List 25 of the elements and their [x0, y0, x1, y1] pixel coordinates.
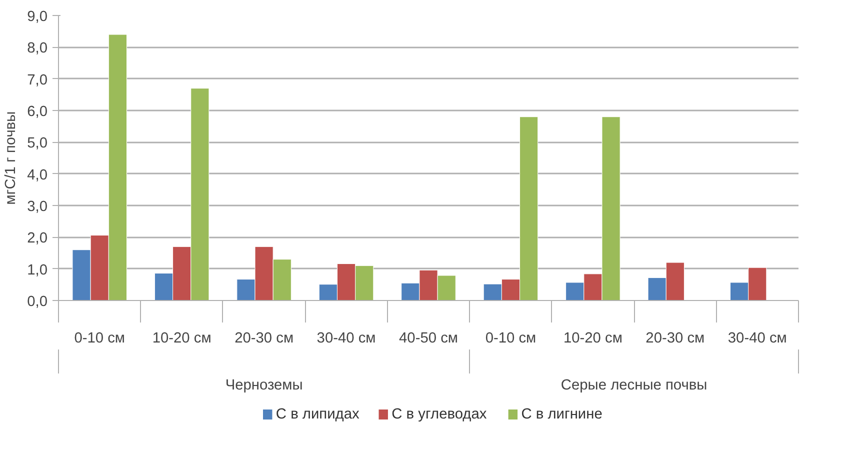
x-tick-label: 0-10 см: [485, 330, 536, 346]
y-tick-label: 9,0: [27, 9, 48, 25]
y-tick-label: 4,0: [27, 167, 48, 184]
text: Серые лесные почвы: [560, 378, 708, 394]
x-tick-label: 40-50 см: [399, 330, 458, 346]
y-tick-label: 5,0: [27, 136, 48, 152]
x-tick-label: 10-20 см: [152, 330, 212, 346]
legend-label: С в углеводах: [392, 406, 488, 422]
y-tick-label: 6,0: [27, 104, 48, 120]
y-axis-title: мгС/1 г почвы: [3, 111, 20, 205]
x-tick-label: 20-30 см: [234, 330, 294, 346]
legend-label: С в лигнине: [521, 406, 602, 422]
x-tick-label: 30-40 см: [316, 330, 376, 346]
x-tick-label: 10-20 см: [563, 330, 622, 346]
y-tick-label: 3,0: [27, 199, 48, 215]
legend-label: С в липидах: [276, 406, 360, 422]
y-tick-label: 0,0: [27, 294, 48, 310]
y-tick-label: 7,0: [27, 72, 48, 88]
y-tick-label: 8,0: [27, 40, 48, 57]
y-tick-label: 2,0: [27, 230, 48, 247]
y-tick-label: 1,0: [27, 262, 48, 278]
x-tick-label: 0-10 см: [74, 330, 126, 346]
x-tick-label: 30-40 см: [728, 330, 787, 346]
x-tick-label: 20-30 см: [646, 330, 705, 346]
text: Черноземы: [225, 378, 303, 394]
